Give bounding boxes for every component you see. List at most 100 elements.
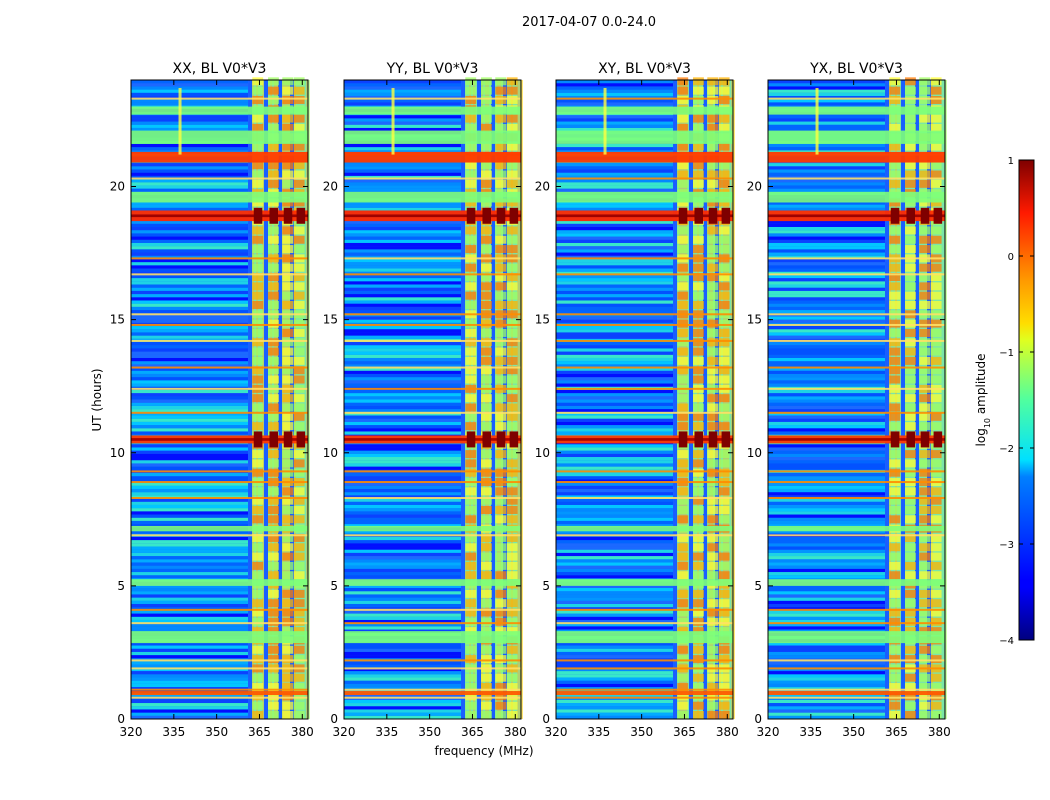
heatmap-cell <box>344 143 462 148</box>
x-tick-label: 335 <box>375 725 398 739</box>
rfi-line <box>556 411 733 414</box>
rfi-hot-block <box>482 431 492 448</box>
rfi-cell <box>889 366 901 375</box>
rfi-cell <box>495 692 507 701</box>
rfi-cell <box>919 673 931 682</box>
strong-rfi-event <box>131 151 308 163</box>
rfi-hot-block <box>496 207 506 224</box>
rfi-cell <box>889 552 901 561</box>
rfi-cell <box>718 450 730 459</box>
rfi-cell <box>889 179 901 188</box>
rfi-hot-block <box>694 431 704 448</box>
rfi-cell <box>495 114 507 123</box>
rfi-cell <box>465 263 477 272</box>
heatmap-cell <box>131 364 249 368</box>
heatmap-cell <box>131 482 249 486</box>
rfi-cell <box>930 114 942 123</box>
y-tick-label: 0 <box>117 712 125 726</box>
heatmap-cell <box>556 706 674 710</box>
rfi-cell <box>905 95 916 104</box>
rfi-cell <box>495 226 507 235</box>
heatmap-cell <box>131 556 249 560</box>
strong-rfi-event <box>131 214 308 218</box>
rfi-cell <box>718 422 730 431</box>
rfi-cell <box>293 291 305 300</box>
heatmap-cell <box>344 508 462 512</box>
rfi-cell <box>707 496 719 505</box>
heatmap-cell <box>344 552 462 557</box>
rfi-cell <box>465 487 477 496</box>
rfi-cell <box>707 170 719 179</box>
rfi-cell <box>282 487 294 496</box>
rfi-cell <box>282 319 294 328</box>
heatmap-cell <box>344 341 462 346</box>
x-tick-label: 350 <box>842 725 865 739</box>
rfi-cell <box>718 179 730 188</box>
rfi-line <box>556 659 733 662</box>
heatmap-cell <box>131 332 249 336</box>
rfi-line <box>556 470 733 473</box>
heatmap-cell <box>768 265 886 269</box>
heatmap-cell <box>344 463 462 467</box>
rfi-cell <box>282 273 294 282</box>
heatmap-cell <box>768 703 886 707</box>
rfi-cell <box>282 506 294 514</box>
rfi-cell <box>252 422 264 431</box>
rfi-cell <box>930 77 942 86</box>
rfi-cell <box>693 300 704 309</box>
heatmap-cell <box>344 246 462 250</box>
rfi-cell <box>677 356 689 365</box>
rfi-cell <box>707 533 719 542</box>
heatmap-cell <box>768 380 886 384</box>
rfi-line <box>131 97 308 100</box>
heatmap-cell <box>768 623 886 627</box>
y-tick-label: 15 <box>535 313 550 327</box>
rfi-cell <box>930 226 942 235</box>
rfi-cell <box>707 356 719 365</box>
rfi-cell <box>268 403 279 412</box>
rfi-cell <box>677 589 689 598</box>
rfi-cell <box>919 328 931 337</box>
heatmap-cell <box>344 504 462 509</box>
heatmap-cell <box>768 287 886 291</box>
heatmap-cell <box>768 83 886 87</box>
heatmap-cell <box>344 249 462 253</box>
rfi-cell <box>293 459 305 468</box>
rfi-cell <box>677 123 689 132</box>
rfi-cell <box>677 487 689 496</box>
heatmap-cell <box>768 562 886 566</box>
strong-rfi-event <box>768 214 945 218</box>
rfi-cell <box>693 95 704 104</box>
rfi-line <box>344 97 521 100</box>
rfi-cell <box>252 77 264 86</box>
rfi-hot-block <box>466 431 476 448</box>
y-tick-label: 5 <box>542 579 550 593</box>
rfi-cell <box>282 394 294 403</box>
rfi-column <box>675 80 678 719</box>
rfi-cell <box>919 543 931 552</box>
rfi-cell <box>252 599 264 608</box>
rfi-cell <box>693 170 704 179</box>
heatmap-cell <box>131 457 249 461</box>
rfi-cell <box>693 356 704 365</box>
rfi-hot-block <box>890 207 900 224</box>
rfi-cell <box>495 701 507 710</box>
heatmap-cell <box>556 562 674 566</box>
x-tick-label: 335 <box>162 725 185 739</box>
heatmap-cell <box>131 357 249 362</box>
heatmap-cell <box>768 290 886 295</box>
rfi-line <box>556 97 733 100</box>
rfi-cell <box>707 366 719 375</box>
rfi-cell <box>677 86 689 95</box>
heatmap-cell <box>344 370 462 374</box>
rfi-cell <box>905 543 916 552</box>
rfi-cell <box>252 506 264 514</box>
heatmap-cell <box>131 242 249 247</box>
rfi-cell <box>252 319 264 328</box>
heatmap-cell <box>556 373 674 378</box>
rfi-line <box>768 688 945 691</box>
rfi-hot-block <box>283 207 293 224</box>
heatmap-cell <box>768 361 886 365</box>
heatmap-cell <box>768 472 886 477</box>
heatmap-cell <box>344 179 462 183</box>
